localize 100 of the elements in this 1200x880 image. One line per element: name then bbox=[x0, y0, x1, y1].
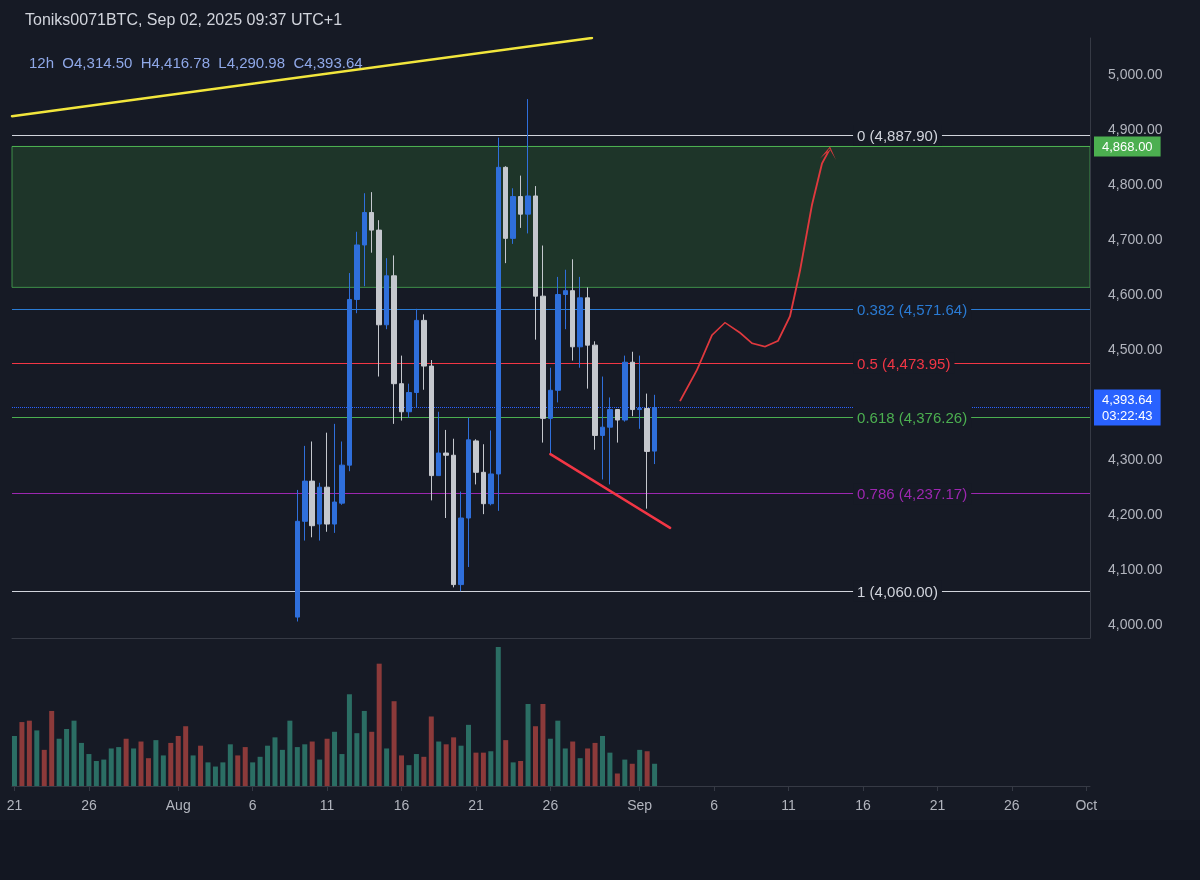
x-tick-label: 16 bbox=[393, 797, 410, 813]
candlestick bbox=[399, 355, 404, 422]
bar bbox=[250, 762, 256, 786]
bar bbox=[131, 748, 137, 786]
candlestick bbox=[585, 286, 590, 390]
bar bbox=[466, 724, 472, 786]
bar bbox=[257, 756, 263, 786]
candlestick bbox=[473, 438, 479, 485]
bar bbox=[399, 755, 405, 786]
bar bbox=[644, 751, 650, 786]
candlestick bbox=[592, 340, 598, 451]
candlestick bbox=[525, 98, 531, 234]
bar bbox=[354, 733, 360, 786]
bar bbox=[547, 738, 553, 786]
bar bbox=[101, 759, 107, 786]
ref-line-label: 4,868.00 bbox=[1102, 138, 1153, 154]
y-tick-label: 4,900.00 bbox=[1108, 120, 1163, 137]
bar bbox=[480, 752, 486, 786]
bar bbox=[160, 755, 166, 786]
y-tick-label: 5,000.00 bbox=[1108, 65, 1163, 82]
bar bbox=[116, 747, 122, 786]
bar bbox=[532, 726, 538, 786]
bar bbox=[361, 710, 367, 786]
bar bbox=[26, 720, 32, 786]
bar bbox=[235, 755, 241, 786]
bar bbox=[49, 710, 55, 786]
candlestick bbox=[607, 396, 613, 485]
x-tick-label: Aug bbox=[165, 797, 191, 813]
bar bbox=[652, 763, 658, 786]
bar bbox=[71, 720, 77, 786]
bar bbox=[205, 762, 211, 786]
bar bbox=[376, 663, 382, 786]
candlestick bbox=[630, 351, 635, 417]
bar bbox=[108, 748, 114, 786]
x-tick-label: 16 bbox=[855, 797, 871, 813]
bar bbox=[421, 756, 427, 786]
y-tick-label: 4,500.00 bbox=[1108, 341, 1163, 358]
bar bbox=[555, 720, 561, 786]
bar bbox=[220, 762, 226, 786]
bar bbox=[123, 738, 129, 786]
candlestick bbox=[458, 491, 464, 592]
bar bbox=[145, 758, 151, 786]
annotation: 0 (4,887.90) bbox=[857, 126, 938, 144]
bar bbox=[413, 754, 419, 786]
bar bbox=[614, 773, 620, 786]
candlestick bbox=[295, 489, 300, 622]
candlestick bbox=[376, 219, 382, 378]
candlestick bbox=[369, 191, 374, 254]
candlestick bbox=[324, 432, 330, 533]
bar bbox=[406, 765, 412, 786]
x-tick-label: 26 bbox=[542, 797, 559, 813]
candlestick bbox=[332, 423, 337, 534]
x-tick-label: 26 bbox=[1004, 797, 1020, 813]
bar bbox=[265, 745, 271, 786]
x-tick-label: 26 bbox=[81, 797, 97, 813]
bar bbox=[473, 752, 479, 786]
bar bbox=[86, 754, 92, 786]
x-tick-label: Sep bbox=[627, 797, 653, 813]
bar bbox=[451, 737, 457, 786]
bar bbox=[324, 738, 330, 786]
bar bbox=[629, 763, 635, 786]
bar bbox=[317, 759, 323, 786]
bar bbox=[138, 741, 144, 786]
bar bbox=[302, 744, 308, 786]
candlestick bbox=[436, 411, 441, 477]
bar bbox=[153, 740, 159, 786]
candlestick bbox=[309, 440, 315, 538]
bar bbox=[599, 735, 605, 786]
candlestick bbox=[451, 438, 456, 588]
bar bbox=[34, 730, 40, 786]
bar bbox=[56, 738, 62, 786]
y-tick-label: 4,300.00 bbox=[1108, 451, 1163, 468]
ref-line-label: 4,393.64 03:22:43 bbox=[1102, 392, 1153, 424]
bar bbox=[78, 742, 84, 786]
bar bbox=[309, 741, 315, 786]
bar bbox=[369, 731, 375, 786]
bar bbox=[93, 760, 99, 786]
annotation: 0.5 (4,473.95) bbox=[857, 354, 951, 372]
bar bbox=[495, 647, 501, 786]
x-tick-label: 11 bbox=[319, 797, 335, 813]
candlestick bbox=[406, 383, 412, 419]
bar bbox=[190, 755, 196, 786]
bar bbox=[183, 726, 189, 786]
bar bbox=[64, 729, 70, 786]
candlestick bbox=[637, 355, 642, 430]
bar bbox=[294, 747, 300, 786]
candlestick bbox=[510, 187, 516, 245]
bar bbox=[287, 720, 293, 786]
bar bbox=[622, 759, 628, 786]
y-tick-label: 4,100.00 bbox=[1108, 561, 1163, 578]
bar bbox=[175, 735, 181, 786]
candlestick bbox=[570, 258, 575, 362]
bar bbox=[585, 748, 591, 786]
candlestick bbox=[421, 313, 427, 391]
candlestick bbox=[540, 245, 546, 444]
candlestick bbox=[600, 376, 605, 480]
candlestick bbox=[518, 175, 523, 229]
bar bbox=[339, 754, 345, 786]
candlestick bbox=[488, 429, 494, 506]
bar bbox=[391, 701, 397, 786]
